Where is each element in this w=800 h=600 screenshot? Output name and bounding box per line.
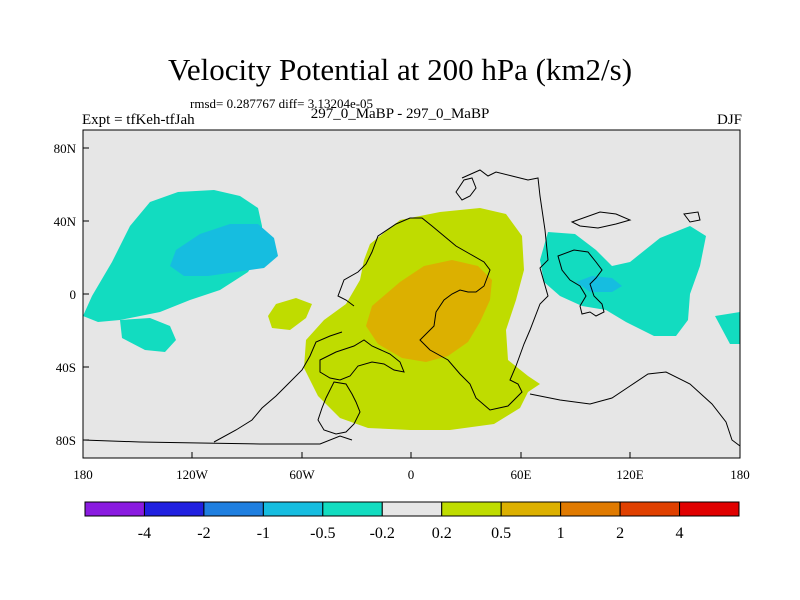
coastline-americas-west [213,331,343,443]
y-tick-label: 80S [56,433,76,448]
contour-peak-positive [366,260,492,362]
colorbar: -4 -2 -1 -0.5 -0.2 0.2 0.5 1 2 4 [84,501,740,542]
season-label: DJF [716,112,742,128]
colorbar-label: -4 [138,525,151,542]
contour-negative-east-2 [715,312,740,344]
coastline-island [683,211,701,223]
y-tick-labels: 80N 40N 0 40S 80S [54,141,77,448]
coastline-greenland [455,177,477,201]
x-axis-ticks [82,452,741,458]
x-tick-label: 180 [730,467,750,482]
y-tick-label: 40S [56,360,76,375]
coastline-antarctica [82,371,741,447]
colorbar-label: -0.2 [370,525,395,542]
coastline-south-america [317,381,361,435]
colorbar-label: 4 [676,525,684,542]
x-tick-label: 120E [616,467,644,482]
colorbar-swatch [619,501,681,517]
coastline-central-america [319,339,405,381]
colorbar-label: -0.5 [310,525,335,542]
contour-negative-west-pacific [83,190,262,322]
colorbar-label: -1 [257,525,270,542]
contour-strong-negative-east [576,276,622,292]
coastline-east-asia [557,249,605,317]
y-tick-label: 80N [54,141,77,156]
contour-strong-negative-west [170,224,278,276]
x-tick-label: 60W [289,467,315,482]
colorbar-label: 0.5 [491,525,511,542]
colorbar-swatch [143,501,205,517]
experiment-label: Expt = tfKeh-tfJah [82,112,195,128]
colorbar-label: 0.2 [432,525,452,542]
colorbar-swatch [262,501,324,517]
colorbar-label: -2 [197,525,210,542]
stats-text: rmsd= 0.287767 diff= 3.13204e-05 [190,96,374,111]
colorbar-swatch [500,501,562,517]
x-tick-labels: 180 120W 60W 0 60E 120E 180 [73,467,750,482]
case-label: 297_0_MaBP - 297_0_MaBP [310,106,490,122]
coastline-europe-africa [337,169,549,411]
coastline-asia [570,211,632,229]
colorbar-swatch [560,501,621,517]
x-tick-label: 0 [408,467,415,482]
y-tick-label: 40N [54,214,77,229]
y-axis-ticks [83,147,89,441]
colorbar-swatch [203,501,264,517]
y-tick-label: 0 [70,287,77,302]
colorbar-swatch [381,501,443,517]
colorbar-label: 1 [557,525,565,542]
x-tick-label: 60E [511,467,532,482]
colorbar-swatch [322,501,383,517]
chart-title: Velocity Potential at 200 hPa (km2/s) [167,52,633,87]
contour-negative-east [540,226,706,336]
colorbar-label: 2 [616,525,624,542]
colorbar-swatch [679,501,740,517]
colorbar-swatch [441,501,502,517]
contour-negative-west-pacific-2 [120,318,176,352]
x-tick-label: 180 [73,467,93,482]
x-tick-label: 120W [176,467,209,482]
colorbar-swatch [84,501,145,517]
contour-positive-small [268,298,312,330]
